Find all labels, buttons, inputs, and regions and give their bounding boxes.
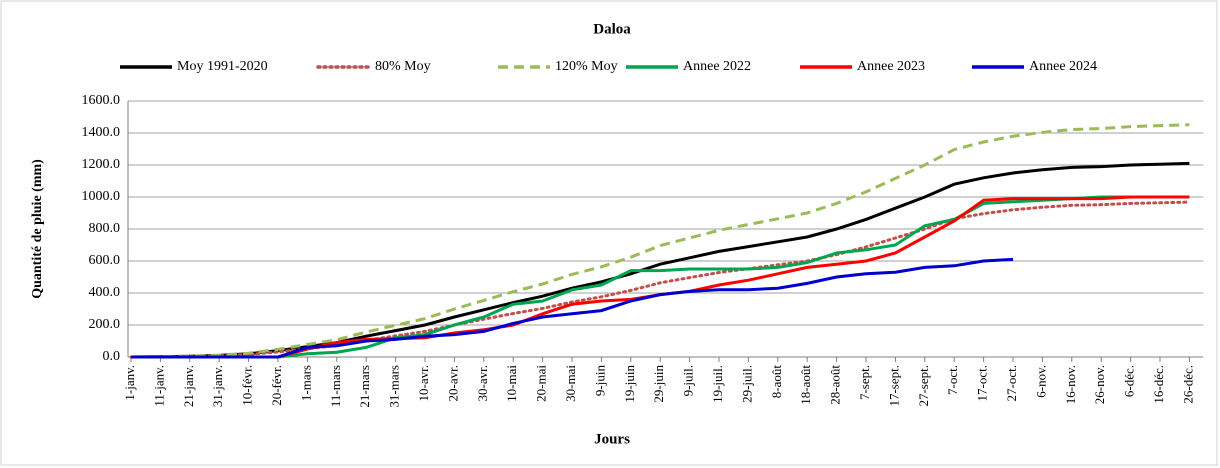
x-tick-label: 18-août [798,365,813,405]
legend-label: 80% Moy [375,59,431,74]
x-tick-label: 7-oct. [945,365,960,395]
x-tick-label: 20-mai [534,365,549,402]
x-tick-label: 20-avr. [445,365,460,401]
x-axis-label: Jours [594,431,630,447]
y-tick-label: 1600.0 [82,93,121,108]
y-tick-label: 800.0 [89,221,121,236]
x-tick-label: 29-juin [651,365,666,403]
legend-label: Annee 2024 [1029,59,1097,74]
x-tick-label: 20-févr. [269,365,284,406]
x-tick-label: 6-déc. [1122,365,1137,397]
y-tick-label: 600.0 [89,253,121,268]
x-tick-label: 19-juin [622,365,637,403]
x-tick-label: 26-nov. [1092,365,1107,404]
x-tick-label: 26-déc. [1180,365,1195,404]
x-tick-label: 9-juin [592,365,607,397]
y-tick-label: 400.0 [89,285,121,300]
x-tick-label: 21-janv. [181,365,196,407]
series-line [130,123,1190,359]
x-tick-label: 21-mars [357,365,372,408]
x-tick-label: 30-mai [563,365,578,402]
y-tick-label: 0.0 [103,349,121,364]
series-line [131,195,1190,359]
x-tick-label: 16-déc. [1151,365,1166,404]
series-line [131,257,1014,359]
x-tick-label: 11-janv. [151,365,166,407]
x-tick-label: 7-sept. [857,365,872,400]
legend-label: Moy 1991-2020 [177,59,268,74]
y-tick-label: 1000.0 [82,189,121,204]
y-tick-label: 200.0 [89,317,121,332]
legend-label: Annee 2022 [683,59,751,74]
y-axis-label: Quantité de pluie (mm) [30,159,45,299]
x-tick-label: 1-janv. [122,365,137,401]
y-tick-label: 1400.0 [82,125,121,140]
x-tick-label: 31-mars [387,365,402,408]
chart-title: Daloa [593,21,631,37]
x-tick-label: 10-mai [504,365,519,402]
x-tick-label: 8-août [769,365,784,399]
x-tick-label: 29-juil. [739,365,754,403]
y-tick-label: 1200.0 [82,157,121,172]
x-tick-label: 6-nov. [1033,365,1048,398]
x-tick-label: 19-juil. [710,365,725,403]
x-tick-label: 11-mars [328,365,343,407]
x-tick-label: 28-août [828,365,843,405]
legend-label: Annee 2023 [857,59,925,74]
x-tick-label: 27-oct. [1004,365,1019,401]
x-tick-label: 16-nov. [1063,365,1078,404]
x-tick-label: 9-juil. [681,365,696,396]
x-tick-label: 17-oct. [975,365,990,401]
x-tick-label: 27-sept. [916,365,931,407]
x-tick-label: 10-avr. [416,365,431,401]
x-tick-label: 1-mars [298,365,313,401]
x-tick-label: 31-janv. [210,365,225,407]
x-tick-label: 17-sept. [886,365,901,407]
legend-label: 120% Moy [555,59,618,74]
x-tick-label: 10-févr. [240,365,255,406]
x-tick-label: 30-avr. [475,365,490,401]
